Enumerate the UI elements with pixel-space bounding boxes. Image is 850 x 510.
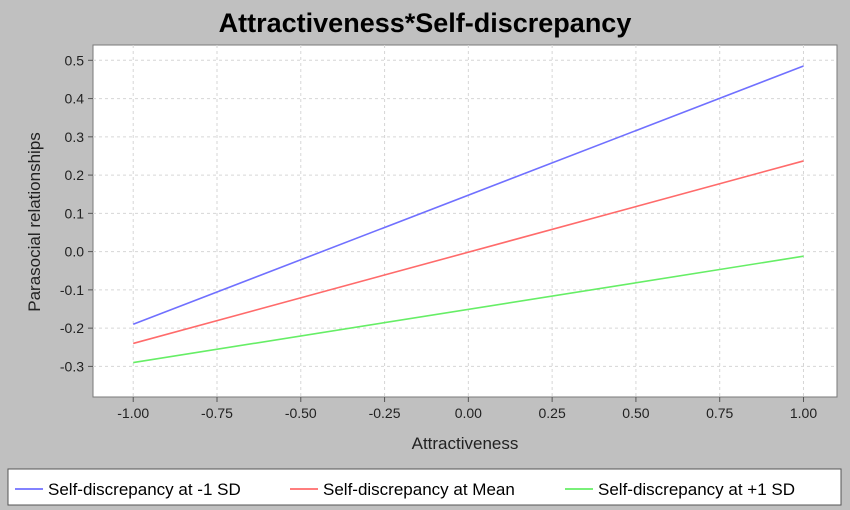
x-axis-title: Attractiveness	[412, 434, 519, 453]
y-axis-title: Parasocial relationships	[25, 132, 44, 312]
x-tick-label: -1.00	[117, 405, 149, 421]
y-tick-label: 0.2	[65, 167, 85, 183]
y-tick-label: 0.0	[65, 244, 85, 260]
legend-label-2: Self-discrepancy at Mean	[323, 480, 515, 499]
x-tick-label: -0.75	[201, 405, 233, 421]
y-tick-label: -0.1	[60, 282, 84, 298]
series-line-1	[132, 65, 804, 326]
y-tick-label: -0.3	[60, 358, 84, 374]
x-tick-label: 0.25	[539, 405, 566, 421]
legend-box	[7, 468, 842, 506]
x-tick-label: 0.75	[706, 405, 733, 421]
series-line-3	[133, 255, 804, 364]
chart-title: Attractiveness*Self-discrepancy	[219, 8, 632, 38]
x-tick-label: 0.50	[622, 405, 649, 421]
x-tick-label: -0.50	[285, 405, 317, 421]
legend-label-3: Self-discrepancy at +1 SD	[598, 480, 795, 499]
x-tick-label: 1.00	[790, 405, 817, 421]
y-tick-label: -0.2	[60, 320, 84, 336]
y-tick-label: 0.4	[65, 91, 85, 107]
legend-label-1: Self-discrepancy at -1 SD	[48, 480, 241, 499]
series-line-2	[133, 160, 804, 345]
plot-area	[92, 44, 838, 398]
x-tick-label: 0.00	[455, 405, 482, 421]
series-layer	[132, 65, 804, 364]
y-tick-label: 0.1	[65, 205, 85, 221]
x-tick-label: -0.25	[369, 405, 401, 421]
axis-layer: -1.00 -0.75 -0.50 -0.25 0.00 0.25 0.50 0.75 1.00…	[60, 52, 817, 421]
grid-layer	[93, 45, 837, 397]
legend: Self-discrepancy at -1 SD Self-discrepanc…	[15, 480, 795, 499]
y-tick-label: 0.5	[65, 52, 85, 68]
y-tick-label: 0.3	[65, 129, 85, 145]
